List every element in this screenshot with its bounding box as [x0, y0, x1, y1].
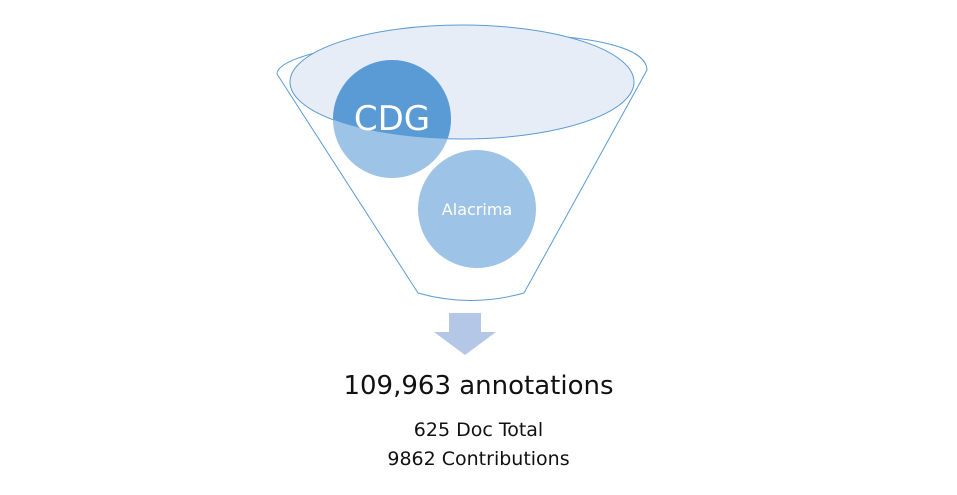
annotations-total: 109,963 annotations [343, 371, 614, 401]
cdg-label: CDG [354, 99, 430, 139]
down-arrow-icon [434, 313, 496, 355]
alacrima-circle [418, 150, 536, 268]
cdg-circle [333, 60, 451, 139]
doc-total: 625 Doc Total [413, 419, 544, 441]
contributions-total: 9862 Contributions [387, 448, 570, 470]
alacrima-label: Alacrima [442, 200, 512, 219]
